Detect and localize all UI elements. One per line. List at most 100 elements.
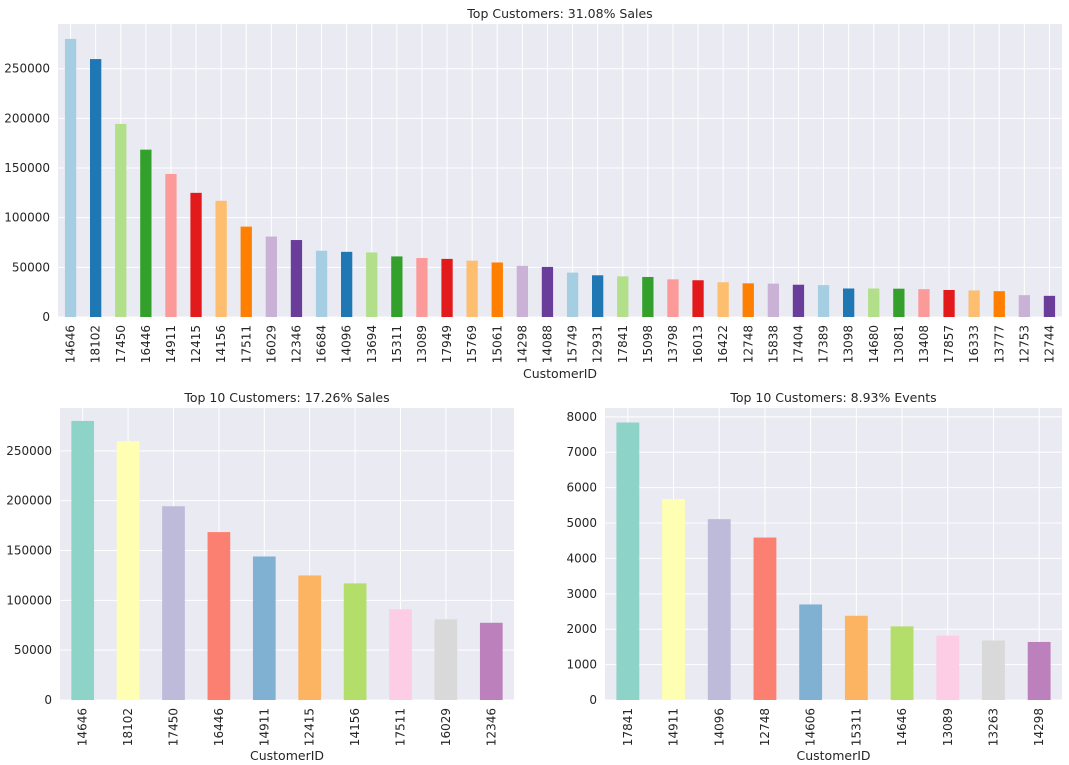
chart-title: Top Customers: 31.08% Sales [466,6,652,21]
bar-14646 [890,626,914,700]
y-tick-label: 8000 [566,410,597,424]
bar-13408 [918,289,930,317]
x-tick-label: 17857 [942,325,956,363]
x-tick-label: 17450 [167,708,181,746]
x-tick-label: 14646 [76,708,90,746]
x-tick-label: 16446 [139,325,153,363]
y-tick-label: 7000 [566,445,597,459]
x-tick-label: 12748 [741,325,755,363]
x-tick-label: 17511 [394,708,408,746]
bar-14911 [662,498,685,700]
bar-15061 [491,262,503,317]
x-tick-label: 12748 [758,708,772,746]
x-tick-label: 17511 [239,325,253,363]
y-tick-label: 3000 [566,587,597,601]
bar-14646 [64,38,77,317]
bar-17841 [617,276,629,317]
bar-13098 [843,288,855,317]
x-tick-label: 13408 [917,325,931,363]
y-tick-label: 100000 [6,593,52,607]
x-tick-label: 13263 [986,708,1000,746]
x-tick-label: 17389 [817,325,831,363]
bar-14088 [541,266,554,317]
bar-17404 [792,284,805,317]
bar-13263 [982,640,1005,700]
x-tick-label: 13777 [992,325,1006,363]
bar-14911 [252,556,276,700]
chart-3: 0 1000 2000 3000 4000 5000 6000 7000 8000 17841 14… [566,390,1062,763]
bar-13694 [366,252,378,317]
bar-14646 [71,420,95,700]
x-tick-label: 14298 [1032,708,1046,746]
x-tick-label: 18102 [121,708,135,746]
x-tick-label: 12415 [303,708,317,746]
y-tick-label: 2000 [566,622,597,636]
x-tick-label: 16446 [212,708,226,746]
x-tick-label: 14096 [340,325,354,363]
bar-16422 [717,282,729,317]
bar-15098 [642,276,654,317]
bar-14156 [343,583,367,700]
y-tick-label: 4000 [566,551,597,565]
x-axis-label: CustomerID [250,748,324,763]
chart-2: 0 50000 100000 150000 200000 250000 14646 18102… [6,390,514,763]
bar-14096 [341,251,353,317]
x-tick-label: 12415 [189,325,203,363]
x-tick-label: 14096 [712,708,726,746]
x-tick-label: 12346 [289,325,303,363]
y-tick-label: 50000 [14,643,52,657]
bar-13089 [416,258,428,317]
x-tick-label: 16333 [967,325,981,363]
x-tick-label: 13089 [941,708,955,746]
bar-16333 [968,290,980,317]
x-tick-label: 14911 [667,708,681,746]
bar-12753 [1018,295,1030,317]
bar-12931 [592,275,604,317]
bar-13777 [993,291,1005,317]
x-tick-label: 14911 [164,325,178,363]
y-tick-label: 50000 [12,260,50,274]
x-tick-label: 17404 [791,325,805,363]
x-tick-label: 17949 [440,325,454,363]
bar-14096 [707,519,731,700]
bar-17511 [240,226,252,317]
x-tick-label: 14680 [867,325,881,363]
bar-17389 [817,285,830,317]
plot-area [58,24,1062,317]
bar-17511 [389,609,412,700]
x-tick-label: 15311 [849,708,863,746]
x-tick-label: 15749 [566,325,580,363]
y-tick-label: 6000 [566,481,597,495]
x-tick-label: 13798 [666,325,680,363]
bar-12346 [479,622,503,700]
x-tick-label: 14606 [804,708,818,746]
x-tick-label: 14646 [895,708,909,746]
x-tick-label: 15838 [766,325,780,363]
bar-16029 [434,619,458,700]
y-tick-label: 1000 [566,658,597,672]
x-tick-label: 13098 [842,325,856,363]
bar-13089 [936,635,960,700]
bar-12415 [190,192,202,317]
x-tick-label: 14298 [515,325,529,363]
chart-1: 0 50000 100000 150000 200000 250000 14646 18102… [4,6,1062,381]
bar-12744 [1043,295,1056,317]
y-tick-label: 200000 [4,111,50,125]
x-tick-label: 17841 [616,325,630,363]
bar-17857 [943,289,955,317]
x-tick-label: 12753 [1017,325,1031,363]
y-tick-label: 200000 [6,494,52,508]
x-tick-label: 16013 [691,325,705,363]
x-tick-label: 12931 [591,325,605,363]
bar-13798 [667,279,679,317]
x-tick-label: 16029 [264,325,278,363]
x-tick-label: 16684 [315,325,329,363]
bar-14606 [799,604,823,700]
x-tick-label: 18102 [89,325,103,363]
bar-15838 [767,283,779,317]
x-tick-label: 16422 [716,325,730,363]
y-tick-label: 250000 [4,62,50,76]
bar-16446 [207,532,231,700]
y-tick-label: 0 [42,310,50,324]
